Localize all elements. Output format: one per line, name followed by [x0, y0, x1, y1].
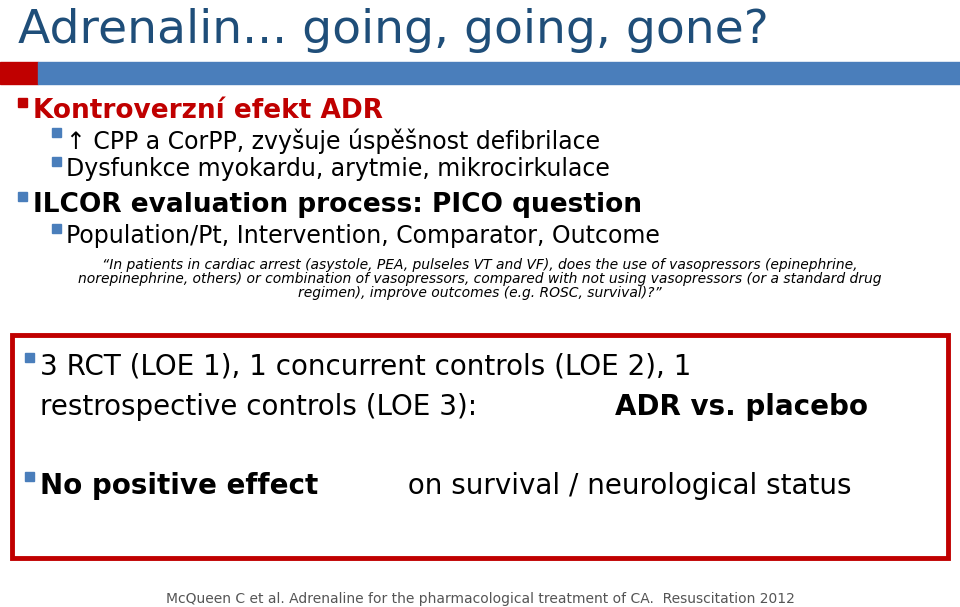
- Bar: [25, 472, 34, 481]
- Text: Adrenalin... going, going, gone?: Adrenalin... going, going, gone?: [18, 8, 769, 53]
- Text: No positive effect: No positive effect: [40, 472, 319, 500]
- Text: on survival / neurological status: on survival / neurological status: [399, 472, 852, 500]
- Bar: [52, 224, 61, 233]
- Bar: [52, 128, 61, 137]
- Text: “In patients in cardiac arrest (asystole, PEA, pulseles VT and VF), does the use: “In patients in cardiac arrest (asystole…: [103, 258, 857, 272]
- Text: norepinephrine, others) or combination of vasopressors, compared with not using : norepinephrine, others) or combination o…: [79, 272, 881, 286]
- Text: Kontroverzní efekt ADR: Kontroverzní efekt ADR: [33, 98, 383, 124]
- Text: ↑ CPP a CorPP, zvyšuje úspěšnost defibrilace: ↑ CPP a CorPP, zvyšuje úspěšnost defibri…: [66, 128, 600, 154]
- Bar: [38, 62, 960, 84]
- Bar: [18, 98, 27, 107]
- Text: McQueen C et al. Adrenaline for the pharmacological treatment of CA.  Resuscitat: McQueen C et al. Adrenaline for the phar…: [165, 592, 795, 606]
- FancyBboxPatch shape: [12, 335, 948, 558]
- Bar: [18, 192, 27, 201]
- Text: restrospective controls (LOE 3):: restrospective controls (LOE 3):: [40, 393, 486, 421]
- Text: 3 RCT (LOE 1), 1 concurrent controls (LOE 2), 1: 3 RCT (LOE 1), 1 concurrent controls (LO…: [40, 353, 691, 381]
- Text: restrospective controls (LOE 3): ADR vs. placebo: restrospective controls (LOE 3): ADR vs.…: [40, 393, 712, 421]
- Bar: [25, 353, 34, 362]
- Text: ILCOR evaluation process: PICO question: ILCOR evaluation process: PICO question: [33, 192, 642, 218]
- Text: Population/Pt, Intervention, Comparator, Outcome: Population/Pt, Intervention, Comparator,…: [66, 224, 660, 248]
- Text: ADR vs. placebo: ADR vs. placebo: [615, 393, 869, 421]
- Bar: [0, 62, 38, 84]
- Bar: [52, 157, 61, 166]
- Text: regimen), improve outcomes (e.g. ROSC, survival)?”: regimen), improve outcomes (e.g. ROSC, s…: [299, 286, 661, 300]
- Text: Dysfunkce myokardu, arytmie, mikrocirkulace: Dysfunkce myokardu, arytmie, mikrocirkul…: [66, 157, 610, 181]
